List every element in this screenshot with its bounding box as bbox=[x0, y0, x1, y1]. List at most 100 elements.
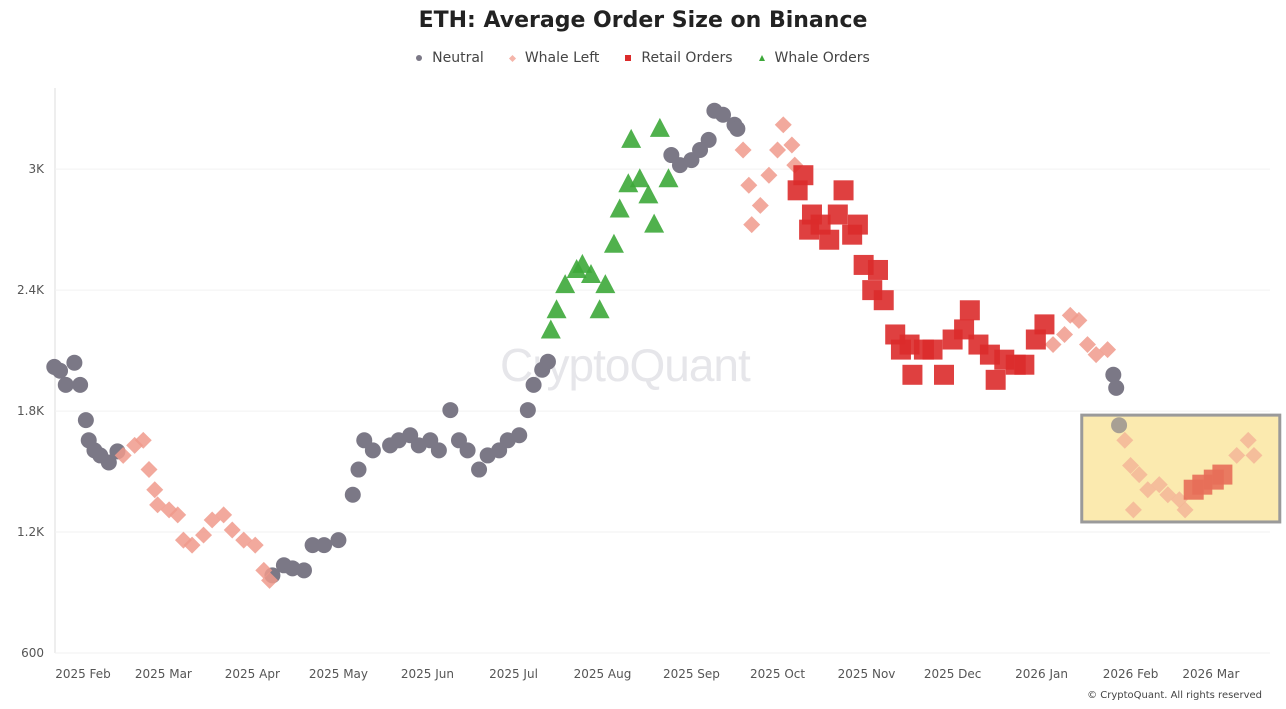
point-neutral bbox=[729, 120, 746, 137]
legend-item-whale-left[interactable]: Whale Left bbox=[508, 50, 600, 66]
x-tick-label: 2025 Aug bbox=[574, 667, 632, 681]
x-tick-label: 2025 May bbox=[309, 667, 368, 681]
x-tick-label: 2026 Mar bbox=[1182, 667, 1239, 681]
point-whale-left bbox=[740, 176, 758, 194]
point-retail-orders bbox=[902, 364, 923, 385]
point-neutral bbox=[304, 537, 321, 554]
point-retail-orders bbox=[827, 204, 848, 225]
point-whale-orders bbox=[603, 233, 624, 253]
x-tick-label: 2025 Sep bbox=[663, 667, 720, 681]
point-whale-orders bbox=[649, 117, 670, 137]
x-tick-label: 2025 Apr bbox=[225, 667, 280, 681]
point-whale-orders bbox=[595, 274, 616, 294]
point-retail-orders bbox=[810, 214, 831, 235]
highlight-box-border bbox=[1080, 413, 1282, 524]
point-neutral bbox=[350, 461, 367, 478]
x-tick-label: 2026 Jan bbox=[1015, 667, 1068, 681]
legend-item-neutral[interactable]: Neutral bbox=[416, 50, 484, 66]
point-neutral bbox=[295, 562, 312, 579]
point-whale-orders bbox=[580, 264, 601, 283]
point-neutral bbox=[344, 486, 361, 503]
point-whale-left bbox=[783, 136, 801, 154]
point-neutral bbox=[52, 362, 69, 379]
point-neutral bbox=[459, 442, 476, 459]
x-tick-label: 2025 Nov bbox=[838, 667, 896, 681]
x-tick-label: 2025 Feb bbox=[55, 667, 111, 681]
point-whale-orders bbox=[658, 168, 679, 188]
point-whale-left bbox=[734, 141, 752, 159]
square-marker-icon bbox=[625, 55, 632, 61]
point-whale-left bbox=[261, 571, 279, 589]
point-retail-orders bbox=[1025, 329, 1046, 350]
point-whale-left bbox=[223, 521, 241, 539]
point-neutral bbox=[700, 131, 717, 148]
point-whale-orders bbox=[629, 168, 650, 188]
point-whale-left bbox=[246, 536, 264, 554]
point-neutral bbox=[1108, 379, 1125, 396]
point-retail-orders bbox=[1212, 464, 1233, 485]
point-neutral bbox=[72, 376, 89, 393]
x-tick-label: 2026 Feb bbox=[1103, 667, 1159, 681]
x-tick-label: 2025 Mar bbox=[135, 667, 192, 681]
circle-marker-icon bbox=[416, 55, 423, 61]
point-whale-left bbox=[114, 446, 132, 464]
point-retail-orders bbox=[787, 180, 808, 201]
point-whale-orders bbox=[555, 274, 576, 294]
y-tick-label: 1.8K bbox=[17, 404, 45, 418]
point-whale-orders bbox=[572, 253, 593, 273]
point-retail-orders bbox=[793, 165, 814, 186]
y-tick-label: 2.4K bbox=[17, 283, 45, 297]
legend-item-whale-orders[interactable]: Whale Orders bbox=[758, 50, 870, 66]
point-neutral bbox=[525, 376, 542, 393]
point-neutral bbox=[100, 454, 117, 471]
point-whale-left bbox=[743, 216, 761, 234]
point-whale-left bbox=[1044, 336, 1062, 354]
point-neutral bbox=[442, 402, 459, 419]
point-whale-left bbox=[146, 481, 164, 499]
point-neutral bbox=[1111, 417, 1128, 434]
point-retail-orders bbox=[934, 364, 954, 385]
point-neutral bbox=[1105, 366, 1122, 383]
point-neutral bbox=[66, 354, 83, 371]
point-whale-orders bbox=[609, 198, 630, 218]
point-neutral bbox=[471, 461, 488, 478]
legend-label: Whale Orders bbox=[774, 50, 870, 66]
point-retail-orders bbox=[959, 300, 980, 321]
point-neutral bbox=[57, 376, 74, 393]
point-retail-orders bbox=[819, 229, 840, 250]
point-neutral bbox=[330, 532, 347, 549]
y-tick-label: 600 bbox=[21, 646, 44, 660]
point-whale-orders bbox=[618, 173, 639, 193]
point-neutral bbox=[316, 537, 333, 554]
point-retail-orders bbox=[867, 259, 888, 280]
point-retail-orders bbox=[1014, 354, 1035, 375]
point-whale-left bbox=[774, 116, 792, 134]
point-whale-left bbox=[1056, 325, 1074, 343]
legend-label: Whale Left bbox=[524, 50, 600, 66]
x-tick-label: 2025 Jun bbox=[401, 667, 454, 681]
point-neutral bbox=[511, 427, 528, 444]
point-whale-left bbox=[134, 431, 152, 449]
point-whale-orders bbox=[644, 213, 665, 233]
y-tick-label: 3K bbox=[28, 162, 45, 176]
y-tick-label: 1.2K bbox=[17, 525, 45, 539]
point-retail-orders bbox=[985, 369, 1006, 390]
point-retail-orders bbox=[922, 339, 943, 360]
triangle-marker-icon bbox=[758, 55, 765, 61]
legend-label: Retail Orders bbox=[641, 50, 733, 66]
chart-title: ETH: Average Order Size on Binance bbox=[418, 8, 868, 33]
point-whale-orders bbox=[540, 319, 561, 339]
legend-item-retail-orders[interactable]: Retail Orders bbox=[625, 50, 733, 66]
point-whale-left bbox=[751, 196, 769, 214]
point-retail-orders bbox=[833, 180, 854, 201]
x-tick-label: 2025 Oct bbox=[750, 667, 805, 681]
point-neutral bbox=[364, 442, 381, 459]
point-whale-left bbox=[183, 536, 201, 554]
point-neutral bbox=[519, 402, 536, 419]
point-retail-orders bbox=[1034, 314, 1055, 335]
point-whale-orders bbox=[638, 184, 659, 204]
point-whale-left bbox=[140, 461, 158, 479]
point-whale-left bbox=[760, 166, 778, 184]
legend: Neutral Whale Left Retail Orders Whale O… bbox=[0, 50, 1286, 66]
